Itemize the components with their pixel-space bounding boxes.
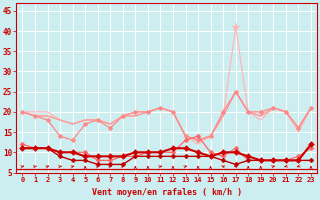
X-axis label: Vent moyen/en rafales ( km/h ): Vent moyen/en rafales ( km/h ) xyxy=(92,188,242,197)
